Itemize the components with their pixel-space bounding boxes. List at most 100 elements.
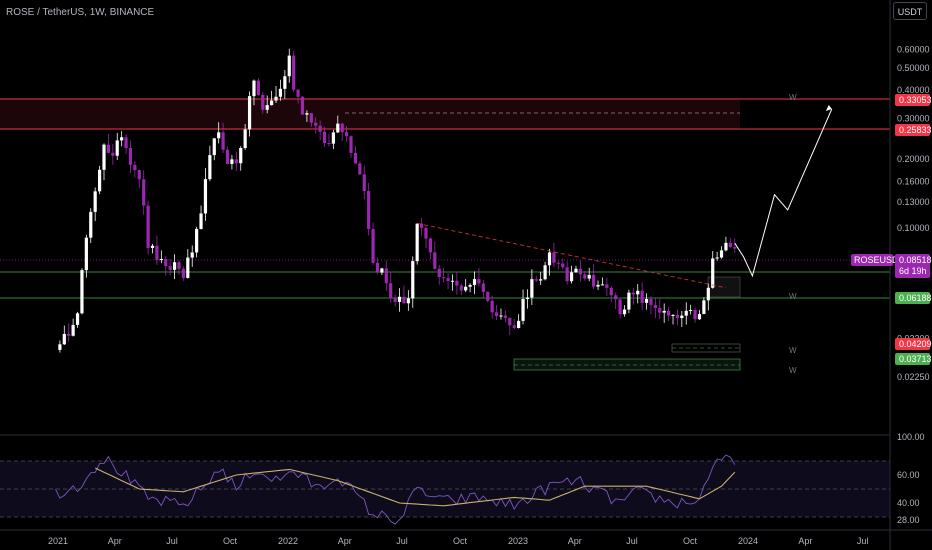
candle-body	[561, 263, 565, 268]
candle-body	[345, 132, 349, 137]
price-axis-label: 0.40000	[897, 85, 930, 95]
time-axis-label: Oct	[453, 536, 468, 546]
candle-body	[397, 296, 402, 302]
candle-body	[283, 76, 287, 89]
candle-body	[371, 228, 375, 263]
candle-body	[450, 280, 455, 282]
candle-body	[155, 245, 159, 261]
candle-body	[640, 290, 644, 303]
candle-body	[62, 333, 66, 345]
time-axis-label: 2024	[738, 536, 758, 546]
current-price-badge: 0.08518 6d 19h	[895, 254, 932, 278]
candle-body	[534, 279, 538, 281]
candle-body	[503, 315, 507, 318]
candle-body	[190, 252, 194, 258]
candle-body	[172, 262, 177, 270]
candle-body	[199, 213, 203, 229]
candle-body	[75, 313, 80, 325]
candle-body	[644, 298, 649, 303]
candle-body	[437, 268, 441, 278]
candle-body	[419, 223, 424, 228]
zone-mark: W	[789, 292, 797, 301]
candle-body	[481, 283, 485, 292]
candle-body	[203, 179, 208, 214]
candle-body	[265, 105, 269, 110]
candle-body	[587, 274, 591, 279]
candle-body	[261, 94, 265, 110]
candle-body	[468, 284, 472, 287]
candle-body	[556, 262, 560, 264]
candle-body	[389, 283, 393, 299]
svg-text:0.04209: 0.04209	[899, 339, 932, 349]
time-axis-label: Oct	[683, 536, 698, 546]
candle-body	[596, 284, 600, 287]
zone-mark: W	[789, 346, 797, 355]
currency-button[interactable]: USDT	[893, 2, 927, 20]
time-axis-label: Apr	[568, 536, 582, 546]
price-badge-res-bottom: 0.25833	[895, 124, 932, 136]
candle-body	[362, 174, 366, 192]
svg-text:0.33053: 0.33053	[899, 95, 932, 105]
candle-body	[367, 191, 371, 229]
rsi-line	[55, 454, 736, 525]
svg-text:0.25833: 0.25833	[899, 125, 932, 135]
price-axis-label: 0.02250	[897, 372, 930, 382]
candle-body	[614, 295, 618, 300]
candle-body	[411, 261, 415, 299]
candle-body	[292, 55, 296, 90]
candle-body	[680, 315, 684, 319]
candle-body	[477, 279, 481, 284]
candle-body	[181, 268, 185, 278]
time-axis-label: Apr	[108, 536, 122, 546]
candle-body	[697, 313, 702, 320]
time-axis-label: Jul	[166, 536, 178, 546]
descending-trendline[interactable]	[417, 222, 727, 289]
candle-body	[539, 279, 543, 281]
time-axis-label: 2021	[48, 536, 68, 546]
candle-body	[459, 285, 463, 291]
candle-body	[133, 164, 137, 171]
candle-body	[247, 96, 252, 130]
candle-body	[358, 163, 362, 175]
candle-body	[393, 298, 397, 302]
price-axis-label: 0.10000	[897, 223, 930, 233]
time-axis-label: Oct	[223, 536, 238, 546]
candle-body	[486, 291, 490, 301]
zone-mark: W	[789, 93, 797, 102]
candle-body	[569, 272, 574, 282]
candle-body	[525, 297, 530, 300]
candle-body	[472, 279, 477, 285]
projection-path[interactable]	[734, 108, 833, 278]
candle-body	[159, 258, 163, 261]
candle-body	[274, 96, 278, 101]
candle-body	[327, 143, 331, 145]
price-axis-label: 0.20000	[897, 154, 930, 164]
candle-body	[252, 80, 256, 97]
candle-body	[164, 258, 168, 267]
candle-body	[592, 274, 596, 287]
candle-body	[402, 296, 406, 304]
candle-body	[177, 262, 181, 269]
candle-body	[442, 277, 446, 279]
projection-arrow-head	[825, 105, 832, 112]
price-badge-support-low-top: 0.04209	[895, 338, 932, 350]
candle-body	[583, 274, 587, 279]
candle-body	[715, 257, 719, 259]
candle-body	[221, 132, 225, 150]
candle-body	[428, 238, 433, 253]
candle-body	[225, 149, 230, 164]
time-axis-label: Apr	[338, 536, 352, 546]
candle-body	[314, 122, 318, 126]
candle-body	[653, 304, 657, 308]
candle-body	[102, 144, 106, 170]
candle-body	[543, 265, 547, 280]
time-axis-label: Jul	[626, 536, 638, 546]
candle-body	[446, 278, 450, 281]
candle-body	[627, 292, 631, 310]
candle-body	[618, 299, 622, 315]
price-axis-label: 0.16000	[897, 176, 930, 186]
candle-body	[693, 309, 697, 320]
candle-body	[706, 287, 710, 301]
candle-body	[336, 123, 340, 133]
